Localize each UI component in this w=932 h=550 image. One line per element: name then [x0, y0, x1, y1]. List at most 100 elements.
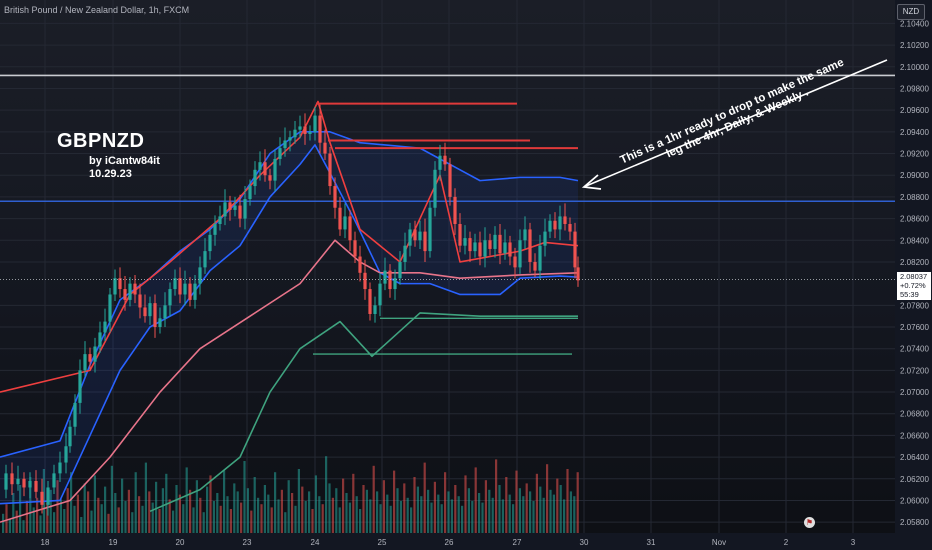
volume-bar: [546, 464, 549, 533]
x-tick-label: 27: [513, 538, 522, 547]
candle-body: [163, 305, 167, 319]
candle-body: [318, 115, 322, 143]
candle-body: [4, 473, 8, 490]
volume-bar: [389, 505, 392, 533]
candle-body: [248, 186, 252, 200]
event-flag-icon[interactable]: ⚑: [804, 517, 815, 528]
candle-body: [283, 140, 287, 149]
candle-body: [233, 205, 237, 210]
volume-bar: [161, 488, 164, 533]
volume-bar: [134, 472, 137, 533]
candle-body: [308, 131, 312, 135]
volume-bar: [182, 504, 185, 533]
symbol-title[interactable]: British Pound / New Zealand Dollar, 1h, …: [4, 5, 190, 15]
candle-body: [433, 169, 437, 208]
candle-body: [348, 216, 352, 241]
volume-bar: [481, 502, 484, 533]
candle-body: [543, 231, 547, 246]
volume-bar: [53, 512, 56, 533]
y-tick-label: 2.09200: [900, 150, 929, 159]
candle-body: [143, 307, 147, 317]
candle-body: [438, 155, 442, 170]
y-tick-label: 2.08200: [900, 258, 929, 267]
chart-title: GBPNZD: [57, 130, 145, 152]
candle-body: [468, 238, 472, 252]
candle-body: [553, 220, 557, 230]
volume-bar: [240, 502, 243, 533]
volume-bar: [488, 489, 491, 533]
volume-bar: [209, 475, 212, 533]
volume-bar: [559, 485, 562, 533]
candle-body: [98, 332, 102, 347]
volume-bar: [328, 483, 331, 533]
volume-bar: [396, 488, 399, 533]
volume-bar: [19, 485, 22, 533]
volume-bar: [556, 478, 559, 533]
volume-bar: [246, 488, 249, 533]
volume-bar: [83, 483, 86, 533]
volume-bar: [437, 494, 440, 533]
volume-bar: [63, 509, 66, 533]
candle-body: [573, 231, 577, 268]
candle-body: [238, 205, 242, 219]
candle-body: [328, 153, 332, 187]
volume-bar: [138, 496, 141, 533]
volume-bar: [12, 493, 15, 533]
candle-body: [538, 245, 542, 271]
volume-bar: [318, 496, 321, 533]
candle-body: [203, 251, 207, 268]
candle-body: [113, 278, 117, 295]
volume-bar: [532, 501, 535, 533]
volume-bar: [280, 489, 283, 533]
candle-body: [10, 473, 14, 485]
candle-body: [448, 164, 452, 197]
volume-bar: [32, 507, 35, 533]
x-tick-label: 20: [176, 538, 185, 547]
candle-body: [108, 294, 112, 322]
candle-body: [168, 289, 172, 306]
volume-bar: [352, 473, 355, 533]
volume-bar: [36, 497, 39, 533]
candle-body: [323, 142, 327, 154]
candle-body: [313, 115, 317, 132]
volume-bar: [291, 493, 294, 533]
y-tick-label: 2.10000: [900, 63, 929, 72]
volume-bar: [202, 512, 205, 533]
volume-bar: [573, 496, 576, 533]
volume-bar: [243, 461, 246, 533]
candle-body: [223, 202, 227, 217]
annotation-arrow: [585, 59, 888, 187]
volume-bar: [104, 486, 107, 533]
volume-bar: [359, 509, 362, 533]
candle-body: [576, 267, 580, 281]
volume-bar: [301, 486, 304, 533]
volume-bar: [124, 501, 127, 533]
y-tick-label: 2.06800: [900, 410, 929, 419]
x-tick-label: 31: [647, 538, 656, 547]
candle-body: [473, 242, 477, 252]
y-tick-label: 2.05800: [900, 518, 929, 527]
candle-body: [213, 224, 217, 235]
candle-body: [523, 229, 527, 241]
volume-bar: [406, 497, 409, 533]
candle-body: [52, 473, 56, 488]
candle-body: [568, 224, 572, 232]
volume-bar: [117, 507, 120, 533]
volume-bar: [416, 486, 419, 533]
candle-body: [118, 278, 122, 290]
volume-bar: [25, 501, 28, 533]
candle-body: [88, 354, 92, 362]
y-tick-label: 2.06600: [900, 431, 929, 440]
x-tick-label: 30: [580, 538, 589, 547]
y-tick-label: 2.08800: [900, 193, 929, 202]
candle-body: [363, 272, 367, 290]
volume-bar: [335, 488, 338, 533]
volume-bar: [399, 501, 402, 533]
x-tick-label: 23: [243, 538, 252, 547]
currency-selector[interactable]: NZD: [897, 4, 925, 20]
candle-body: [343, 216, 347, 230]
volume-bar: [199, 497, 202, 533]
volume-bar: [192, 507, 195, 533]
volume-bar: [267, 494, 270, 533]
